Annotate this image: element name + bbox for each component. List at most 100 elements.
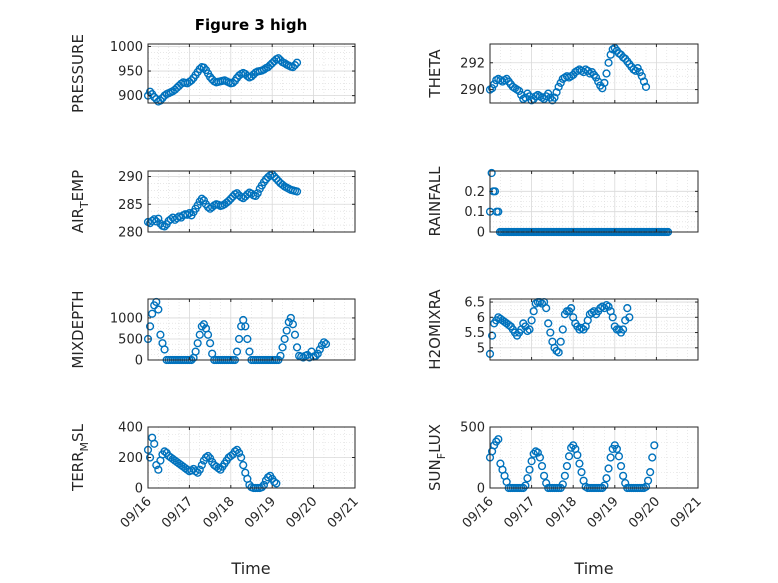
y-axis-label: H2OMIXRA	[426, 289, 444, 370]
data-point	[193, 201, 202, 210]
data-point	[199, 63, 208, 72]
x-axis-label-left: Time	[230, 559, 270, 578]
x-tick-label: 09/20	[626, 494, 663, 531]
data-point	[527, 316, 536, 325]
data-point	[145, 322, 155, 331]
data-point	[197, 194, 206, 203]
data-point	[556, 78, 565, 87]
data-point	[203, 451, 213, 461]
data-point	[288, 63, 298, 72]
data-point	[535, 453, 545, 462]
data-point	[639, 77, 649, 86]
panel-pressure: 900 950 1000 PRESSURE	[69, 34, 356, 113]
axes-frame	[147, 43, 356, 104]
data-point	[544, 89, 553, 98]
data-point	[276, 351, 285, 360]
data-point	[600, 481, 609, 490]
data-point	[539, 471, 549, 480]
data-point	[625, 313, 634, 322]
data-point	[313, 349, 322, 358]
data-point	[623, 304, 632, 313]
y-tick-label: 900	[118, 89, 143, 104]
data-point	[199, 320, 208, 329]
data-point	[521, 481, 530, 490]
data-point	[525, 465, 534, 474]
data-point	[527, 457, 536, 466]
data-point	[604, 464, 613, 473]
data-point	[650, 441, 659, 450]
axes-frame	[147, 298, 356, 361]
data-point	[575, 325, 584, 334]
data-point	[641, 82, 651, 92]
data-point	[232, 347, 242, 356]
data-point	[270, 172, 279, 181]
panel-air_temp: 280 285 290 AIRTEMP	[69, 170, 356, 241]
data-point	[253, 189, 262, 198]
data-point	[575, 459, 584, 468]
y-tick-label: 280	[118, 226, 143, 241]
y-tick-label: 0.2	[464, 185, 485, 200]
data-point	[259, 65, 269, 74]
data-point	[195, 330, 204, 339]
data-point	[602, 69, 611, 78]
data-point	[234, 334, 244, 344]
panel-mixdepth: 0 500 1000 MIXDEPTH	[69, 290, 356, 369]
data-point	[560, 471, 569, 480]
data-point	[292, 343, 302, 352]
y-tick-label: 6	[477, 311, 485, 326]
data-point	[197, 322, 206, 331]
axes-frame	[147, 170, 356, 233]
x-tick-label: 09/18	[201, 494, 238, 531]
data-point	[191, 347, 200, 356]
y-tick-label: 5	[477, 341, 485, 356]
data-point	[319, 338, 329, 347]
data-point	[546, 328, 555, 337]
y-tick-label: 0.1	[464, 205, 485, 220]
panel-theta: 290 292 THETA	[426, 43, 699, 105]
data-point	[206, 72, 215, 82]
data-point	[160, 91, 169, 100]
data-point	[552, 346, 561, 355]
panel-sun_flux: 0 500 09/16 09/17 09/18 09/19 09/20 09/21 SUNFLU…	[426, 421, 705, 532]
data-point	[600, 78, 609, 87]
data-point	[494, 207, 503, 216]
data-point	[272, 479, 281, 488]
data-point	[604, 58, 613, 67]
y-tick-label: 0	[477, 482, 485, 497]
data-point	[616, 461, 626, 471]
data-point	[145, 87, 155, 96]
data-point	[494, 435, 503, 444]
data-point	[556, 337, 565, 346]
data-point	[533, 448, 542, 457]
axes-frame	[489, 426, 699, 489]
data-point	[226, 194, 235, 203]
data-point	[315, 345, 324, 354]
data-point	[612, 444, 621, 454]
axes-frame	[489, 43, 699, 104]
data-point	[573, 450, 582, 460]
data-point	[525, 325, 534, 334]
data-point	[604, 302, 613, 311]
data-point	[542, 479, 551, 488]
data-point	[606, 453, 615, 462]
figure-title: Figure 3 high	[195, 16, 308, 34]
data-point	[602, 474, 611, 483]
data-point	[284, 318, 293, 327]
data-point	[619, 471, 628, 480]
data-point	[199, 196, 208, 205]
x-tick-label: 09/21	[668, 494, 705, 531]
x-tick-label: 09/20	[283, 494, 320, 531]
x-tick-label: 09/17	[159, 494, 196, 531]
data-point	[537, 299, 547, 308]
data-point	[160, 447, 169, 456]
data-point	[646, 468, 655, 477]
y-tick-label: 1000	[110, 311, 143, 326]
data-point	[195, 465, 204, 474]
axes-frame	[489, 170, 699, 233]
data-point	[193, 339, 202, 348]
data-point	[619, 325, 628, 334]
data-point	[239, 461, 248, 470]
data-point	[564, 452, 574, 461]
data-point	[203, 330, 213, 339]
y-tick-label: 292	[460, 56, 485, 71]
